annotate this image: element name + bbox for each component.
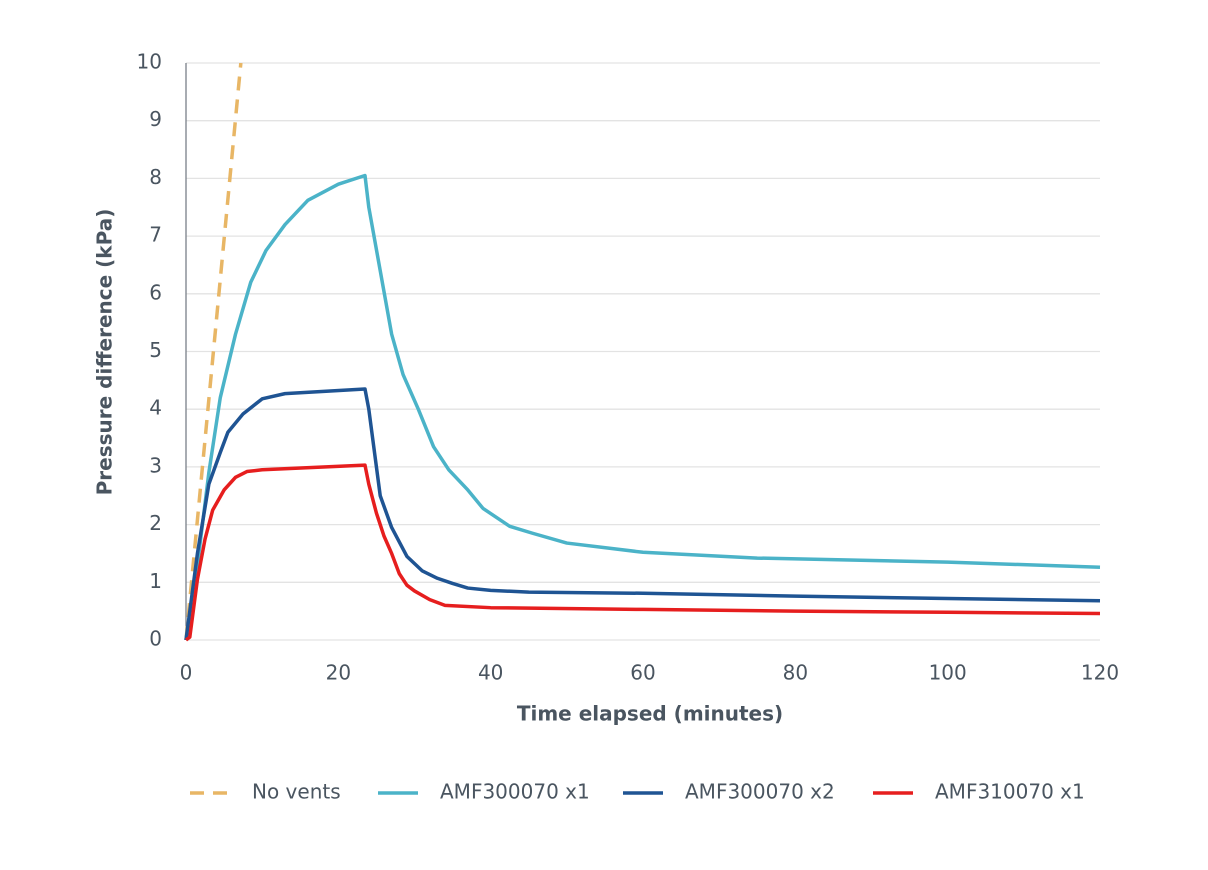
y-tick-label: 0 xyxy=(149,627,162,651)
series-line xyxy=(184,387,1101,641)
series-line xyxy=(184,463,1101,642)
y-tick-label: 6 xyxy=(149,280,162,304)
y-tick-label: 3 xyxy=(149,453,162,477)
legend-label: AMF300070 x1 xyxy=(440,780,590,804)
y-tick-label: 5 xyxy=(149,338,162,362)
y-tick-label: 7 xyxy=(149,223,162,247)
legend-label: AMF310070 x1 xyxy=(935,780,1085,804)
y-tick-label: 8 xyxy=(149,165,162,189)
series-line xyxy=(184,63,243,641)
legend-label: No vents xyxy=(252,780,341,804)
y-tick-label: 9 xyxy=(149,107,162,131)
x-tick-label: 40 xyxy=(478,661,503,685)
x-tick-label: 60 xyxy=(630,661,655,685)
x-tick-label: 100 xyxy=(929,661,967,685)
legend-label: AMF300070 x2 xyxy=(685,780,835,804)
y-tick-label: 2 xyxy=(149,511,162,535)
x-tick-label: 80 xyxy=(783,661,808,685)
series-line xyxy=(184,173,1101,641)
y-tick-label: 1 xyxy=(149,569,162,593)
y-axis-title: Pressure difference (kPa) xyxy=(93,209,117,496)
x-tick-label: 20 xyxy=(326,661,351,685)
x-tick-label: 0 xyxy=(180,661,193,685)
y-tick-label: 10 xyxy=(137,50,162,74)
x-axis-title: Time elapsed (minutes) xyxy=(517,702,783,726)
x-tick-label: 120 xyxy=(1081,661,1119,685)
plot-area xyxy=(184,63,1101,642)
y-tick-label: 4 xyxy=(149,396,162,420)
